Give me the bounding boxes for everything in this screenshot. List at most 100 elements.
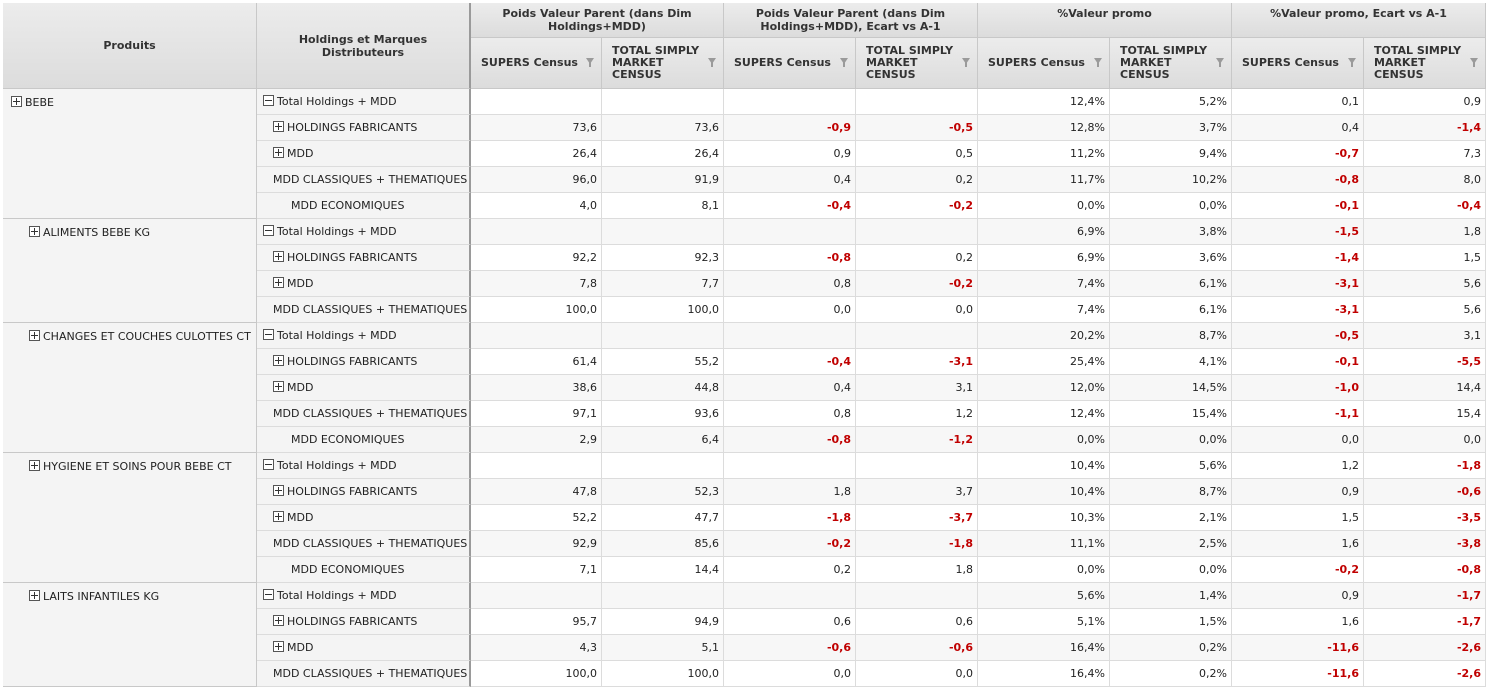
holding-row-header[interactable]: Total Holdings + MDD: [257, 323, 471, 349]
filter-icon[interactable]: [1470, 58, 1478, 67]
value-cell: -0,2: [856, 271, 978, 297]
value-cell: 16,4%: [978, 661, 1110, 687]
holding-row-header[interactable]: MDD CLASSIQUES + THEMATIQUES: [257, 531, 471, 557]
holding-label: MDD CLASSIQUES + THEMATIQUES: [273, 303, 468, 316]
filter-icon[interactable]: [1216, 58, 1224, 67]
value-cell: -0,9: [724, 115, 856, 141]
holding-label: MDD CLASSIQUES + THEMATIQUES: [273, 173, 468, 186]
product-label[interactable]: BEBE: [11, 96, 54, 109]
column-header-total-simply-market-census[interactable]: TOTAL SIMPLY MARKET CENSUS: [856, 38, 978, 89]
value-cell: 15,4%: [1110, 401, 1232, 427]
column-header-total-simply-market-census[interactable]: TOTAL SIMPLY MARKET CENSUS: [1364, 38, 1486, 89]
column-header-holdings[interactable]: Holdings et Marques Distributeurs: [257, 3, 471, 89]
expand-icon[interactable]: [273, 511, 284, 522]
holding-row-header[interactable]: HOLDINGS FABRICANTS: [257, 115, 471, 141]
collapse-icon[interactable]: [263, 459, 274, 470]
value-cell: -0,1: [1232, 193, 1364, 219]
holding-row-header[interactable]: MDD CLASSIQUES + THEMATIQUES: [257, 167, 471, 193]
value-cell: 3,1: [1364, 323, 1486, 349]
value-cell: [856, 583, 978, 609]
expand-icon[interactable]: [273, 147, 284, 158]
collapse-icon[interactable]: [263, 329, 274, 340]
product-label[interactable]: LAITS INFANTILES KG: [29, 590, 159, 603]
value-cell: 93,6: [602, 401, 724, 427]
filter-icon[interactable]: [586, 58, 594, 67]
value-cell: 1,6: [1232, 609, 1364, 635]
expand-icon[interactable]: [273, 615, 284, 626]
column-header-total-simply-market-census[interactable]: TOTAL SIMPLY MARKET CENSUS: [602, 38, 724, 89]
holding-row-header[interactable]: HOLDINGS FABRICANTS: [257, 609, 471, 635]
holding-row-header[interactable]: MDD ECONOMIQUES: [257, 193, 471, 219]
column-header-total-simply-market-census[interactable]: TOTAL SIMPLY MARKET CENSUS: [1110, 38, 1232, 89]
expand-icon[interactable]: [11, 96, 22, 107]
expand-icon[interactable]: [273, 485, 284, 496]
expand-icon[interactable]: [273, 641, 284, 652]
expand-icon[interactable]: [273, 251, 284, 262]
holding-row-header[interactable]: MDD CLASSIQUES + THEMATIQUES: [257, 297, 471, 323]
filter-icon[interactable]: [1348, 58, 1356, 67]
value-cell: 0,4: [724, 167, 856, 193]
value-cell: -5,5: [1364, 349, 1486, 375]
expand-icon[interactable]: [273, 355, 284, 366]
holding-row-header[interactable]: MDD: [257, 141, 471, 167]
collapse-icon[interactable]: [263, 589, 274, 600]
expand-icon[interactable]: [273, 381, 284, 392]
holding-row-header[interactable]: HOLDINGS FABRICANTS: [257, 479, 471, 505]
holding-row-header[interactable]: MDD CLASSIQUES + THEMATIQUES: [257, 401, 471, 427]
value-cell: 100,0: [602, 661, 724, 687]
value-cell: 9,4%: [1110, 141, 1232, 167]
column-header-label: TOTAL SIMPLY MARKET CENSUS: [1120, 44, 1208, 81]
value-cell: 5,2%: [1110, 89, 1232, 115]
holding-row-header[interactable]: MDD CLASSIQUES + THEMATIQUES: [257, 661, 471, 687]
holding-row-header[interactable]: MDD: [257, 271, 471, 297]
expand-icon[interactable]: [29, 590, 40, 601]
expand-icon[interactable]: [273, 121, 284, 132]
column-header-supers-census[interactable]: SUPERS Census: [471, 38, 602, 89]
expand-icon[interactable]: [29, 330, 40, 341]
expand-icon[interactable]: [29, 226, 40, 237]
filter-icon[interactable]: [708, 58, 716, 67]
filter-icon[interactable]: [1094, 58, 1102, 67]
holding-row-header[interactable]: Total Holdings + MDD: [257, 89, 471, 115]
product-label[interactable]: HYGIENE ET SOINS POUR BEBE CT: [29, 460, 232, 473]
value-cell: 0,9: [1232, 583, 1364, 609]
column-header-supers-census[interactable]: SUPERS Census: [978, 38, 1110, 89]
value-cell: 92,3: [602, 245, 724, 271]
filter-icon[interactable]: [840, 58, 848, 67]
product-label[interactable]: ALIMENTS BEBE KG: [29, 226, 150, 239]
value-cell: 52,3: [602, 479, 724, 505]
holding-row-header[interactable]: MDD: [257, 375, 471, 401]
value-cell: [856, 453, 978, 479]
collapse-icon[interactable]: [263, 95, 274, 106]
holding-label: MDD: [287, 277, 314, 290]
value-cell: 6,9%: [978, 245, 1110, 271]
value-cell: 3,1: [856, 375, 978, 401]
holding-row-header[interactable]: Total Holdings + MDD: [257, 219, 471, 245]
holding-row-header[interactable]: MDD: [257, 505, 471, 531]
expand-icon[interactable]: [29, 460, 40, 471]
expand-icon[interactable]: [273, 277, 284, 288]
value-cell: 0,9: [724, 141, 856, 167]
value-cell: [471, 323, 602, 349]
holding-row-header[interactable]: Total Holdings + MDD: [257, 453, 471, 479]
value-cell: 8,1: [602, 193, 724, 219]
column-header-supers-census[interactable]: SUPERS Census: [1232, 38, 1364, 89]
holding-row-header[interactable]: HOLDINGS FABRICANTS: [257, 349, 471, 375]
holding-row-header[interactable]: MDD ECONOMIQUES: [257, 557, 471, 583]
value-cell: 95,7: [471, 609, 602, 635]
column-header-produits[interactable]: Produits: [3, 3, 257, 89]
filter-icon[interactable]: [962, 58, 970, 67]
value-cell: 0,1: [1232, 89, 1364, 115]
value-cell: 55,2: [602, 349, 724, 375]
value-cell: 73,6: [471, 115, 602, 141]
value-cell: -1,4: [1364, 115, 1486, 141]
holding-row-header[interactable]: MDD ECONOMIQUES: [257, 427, 471, 453]
value-cell: 47,8: [471, 479, 602, 505]
holding-row-header[interactable]: HOLDINGS FABRICANTS: [257, 245, 471, 271]
value-cell: -3,1: [1232, 271, 1364, 297]
product-label[interactable]: CHANGES ET COUCHES CULOTTES CT: [29, 330, 251, 343]
column-header-supers-census[interactable]: SUPERS Census: [724, 38, 856, 89]
collapse-icon[interactable]: [263, 225, 274, 236]
holding-row-header[interactable]: MDD: [257, 635, 471, 661]
holding-row-header[interactable]: Total Holdings + MDD: [257, 583, 471, 609]
